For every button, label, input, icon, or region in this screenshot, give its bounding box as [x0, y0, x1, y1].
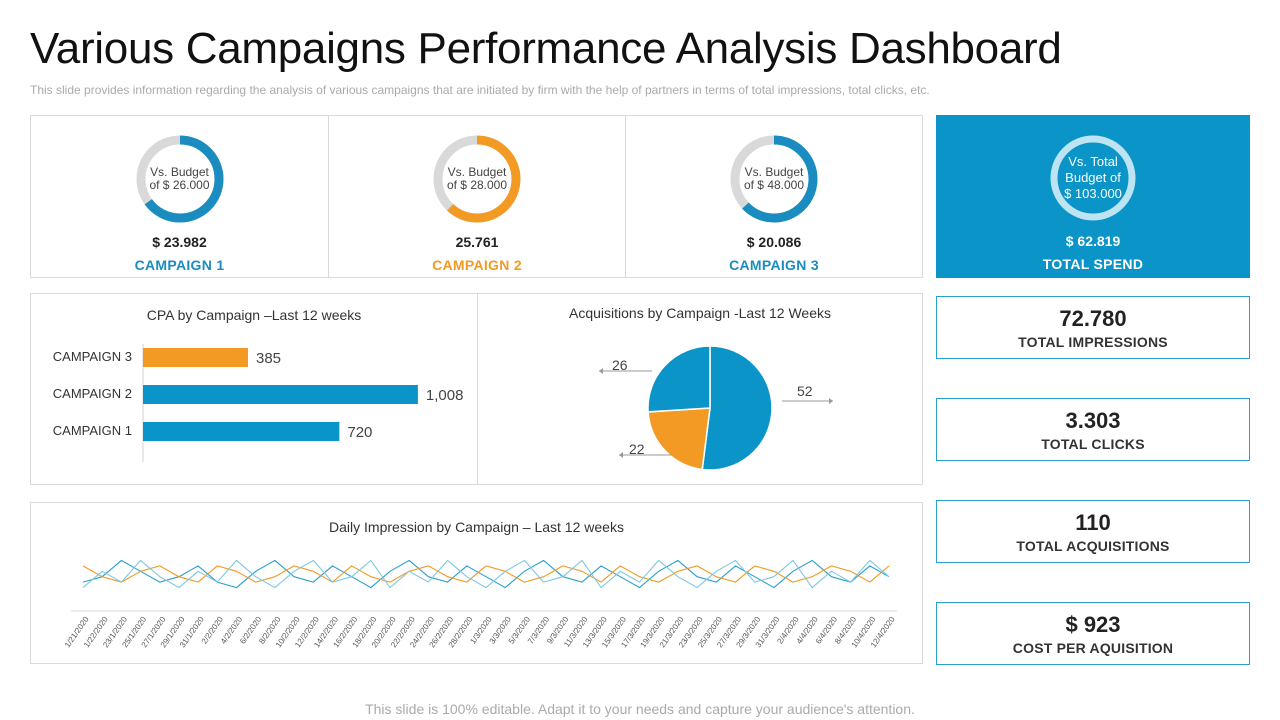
campaign-2-donut: Vs. Budget of $ 28.000	[432, 134, 522, 224]
bar-category-label: CAMPAIGN 2	[53, 386, 132, 401]
bar-campaign-3	[143, 348, 248, 367]
total-spend-budget-label: Vs. Total Budget of $ 103.000	[1064, 154, 1122, 201]
pie-slice-52	[701, 345, 773, 471]
total-clicks-value: 3.303	[1065, 408, 1121, 433]
acquisitions-chart-title: Acquisitions by Campaign -Last 12 Weeks	[569, 305, 831, 321]
campaign-2-value: 25.761	[455, 234, 499, 250]
campaign-3-card: Vs. Budget of $ 48.000 $ 20.086 CAMPAIGN…	[625, 116, 922, 277]
cost-per-acquisition-card: $ 923 COST PER AQUISITION	[936, 602, 1250, 665]
campaign-2-name: CAMPAIGN 2	[432, 257, 522, 273]
campaign-budget-panel: Vs. Budget of $ 26.000 $ 23.982 CAMPAIGN…	[30, 115, 923, 278]
total-impressions-value: 72.780	[1059, 306, 1127, 331]
cost-per-acquisition-value: $ 923	[1065, 612, 1121, 637]
series-campaign-3	[82, 559, 890, 589]
campaign-1-card: Vs. Budget of $ 26.000 $ 23.982 CAMPAIGN…	[31, 116, 328, 277]
acquisitions-pie-chart: 52 22 26	[599, 345, 833, 471]
cpa-acquisitions-panel: CPA by Campaign –Last 12 weeks CAMPAIGN …	[30, 293, 923, 485]
campaign-3-donut: Vs. Budget of $ 48.000	[729, 134, 819, 224]
pie-callout-arrow	[599, 368, 603, 374]
bar-value-label: 720	[347, 424, 372, 441]
total-clicks-card: 3.303 TOTAL CLICKS	[936, 398, 1250, 461]
daily-impression-line-chart: 1/21/20201/22/202023/1/202025/1/202027/1…	[63, 559, 897, 649]
total-acquisitions-value: 110	[1075, 510, 1111, 535]
pie-slice-22	[647, 407, 711, 471]
total-acquisitions-card: 110 TOTAL ACQUISITIONS	[936, 500, 1250, 563]
pie-callout-arrow	[619, 452, 623, 458]
total-impressions-label: TOTAL IMPRESSIONS	[1018, 334, 1168, 350]
campaign-3-value: $ 20.086	[746, 234, 802, 250]
campaign-3-budget-label: Vs. Budget of $ 48.000	[743, 165, 805, 192]
cpa-chart-title: CPA by Campaign –Last 12 weeks	[146, 307, 362, 323]
daily-impression-chart-title: Daily Impression by Campaign – Last 12 w…	[329, 519, 624, 535]
page-title: Various Campaigns Performance Analysis D…	[30, 24, 1062, 73]
total-acquisitions-label: TOTAL ACQUISITIONS	[1016, 538, 1170, 554]
campaign-1-donut: Vs. Budget of $ 26.000	[135, 134, 225, 224]
pie-value-label: 52	[797, 383, 813, 399]
total-spend-donut: Vs. Total Budget of $ 103.000	[1048, 133, 1138, 223]
campaign-1-name: CAMPAIGN 1	[134, 257, 225, 273]
campaign-1-value: $ 23.982	[152, 234, 207, 250]
total-spend-name: TOTAL SPEND	[1042, 256, 1144, 272]
pie-callout-arrow	[829, 398, 833, 404]
campaign-1-budget-label: Vs. Budget of $ 26.000	[149, 165, 210, 192]
bar-campaign-1	[143, 422, 340, 441]
footer-note: This slide is 100% editable. Adapt it to…	[365, 701, 915, 717]
bar-category-label: CAMPAIGN 3	[53, 349, 132, 364]
bar-campaign-2	[143, 385, 418, 404]
pie-value-label: 22	[629, 441, 645, 457]
total-spend-value: $ 62.819	[1065, 233, 1121, 249]
pie-slice-26	[647, 345, 711, 413]
series-campaign-2	[82, 565, 890, 583]
pie-value-label: 26	[612, 357, 628, 373]
campaign-2-card: Vs. Budget of $ 28.000 25.761 CAMPAIGN 2	[328, 116, 625, 277]
donut-progress-arc	[730, 135, 818, 223]
panel-divider	[477, 294, 478, 484]
campaign-3-name: CAMPAIGN 3	[729, 257, 819, 273]
bar-value-label: 385	[256, 350, 281, 367]
bar-value-label: 1,008	[426, 387, 464, 404]
cost-per-acquisition-label: COST PER AQUISITION	[1012, 640, 1174, 656]
cpa-bar-chart: CAMPAIGN 3 385 CAMPAIGN 2 1,008 CAMPAIGN 1 72…	[53, 344, 464, 462]
bar-category-label: CAMPAIGN 1	[53, 423, 132, 438]
daily-impression-panel: Daily Impression by Campaign – Last 12 w…	[30, 502, 923, 664]
total-clicks-label: TOTAL CLICKS	[1041, 436, 1145, 452]
campaign-2-budget-label: Vs. Budget of $ 28.000	[446, 165, 508, 192]
page-subtitle: This slide provides information regardin…	[30, 83, 930, 97]
donut-progress-arc	[433, 135, 521, 223]
total-spend-card: Vs. Total Budget of $ 103.000 $ 62.819 T…	[936, 115, 1250, 278]
total-impressions-card: 72.780 TOTAL IMPRESSIONS	[936, 296, 1250, 359]
donut-progress-arc	[136, 135, 223, 223]
